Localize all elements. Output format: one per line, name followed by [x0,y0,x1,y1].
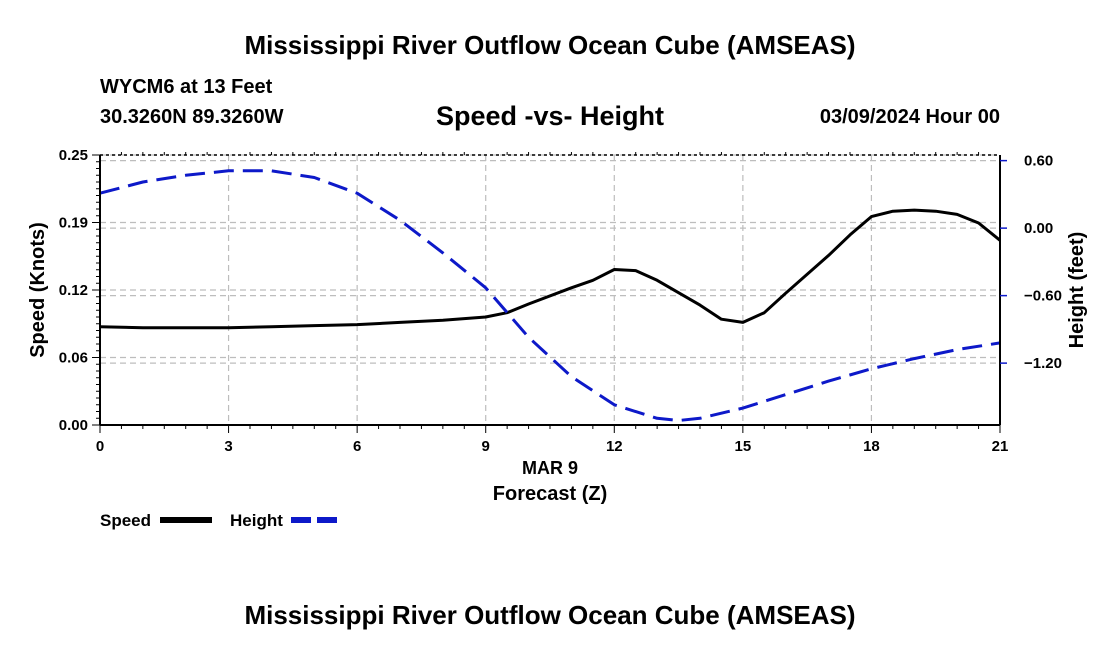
x-tick-label: 21 [992,438,1009,455]
y2-axis-title: Height (feet) [1066,232,1088,349]
legend: Speed Height [100,511,343,530]
grid [100,154,1000,425]
legend-label-height: Height [230,511,283,530]
forecast-datetime: 03/09/2024 Hour 00 [819,106,1000,128]
y-tick-label: 0.06 [59,350,88,367]
series-lines [99,169,1001,422]
axis-labels: 0 3 6 9 12 15 18 21 0.00 0.06 0.12 0.19 0.25 −1.20 −0.… [27,147,1088,505]
x-tick-label: 15 [735,438,752,455]
x-date-label: MAR 9 [522,458,578,478]
y-tick-label: 0.00 [59,417,88,434]
y-axis-title: Speed (Knots) [27,222,49,358]
series-line-height [99,169,1001,422]
chart-subtitle: Speed -vs- Height [435,101,665,131]
y2-tick-label: −0.60 [1024,288,1062,305]
footer-title: Mississippi River Outflow Ocean Cube (AM… [244,600,856,630]
x-tick-label: 3 [224,438,232,455]
series-line-speed [99,208,1001,330]
x-tick-label: 9 [482,438,490,455]
y-tick-label: 0.25 [59,147,88,164]
x-tick-label: 0 [96,438,104,455]
y2-tick-label: 0.00 [1024,220,1053,237]
axes [92,152,1007,433]
y-tick-label: 0.12 [59,282,88,299]
main-title: Mississippi River Outflow Ocean Cube (AM… [244,30,856,60]
y2-tick-label: 0.60 [1024,153,1053,170]
y-tick-label: 0.19 [59,215,88,232]
y2-tick-label: −1.20 [1024,355,1062,372]
station-coordinates: 30.3260N 89.3260W [100,106,284,128]
x-axis-title: Forecast (Z) [493,483,607,505]
legend-label-speed: Speed [100,511,151,530]
x-tick-label: 18 [863,438,880,455]
station-label: WYCM6 at 13 Feet [100,76,273,98]
x-tick-label: 12 [606,438,623,455]
x-tick-label: 6 [353,438,361,455]
